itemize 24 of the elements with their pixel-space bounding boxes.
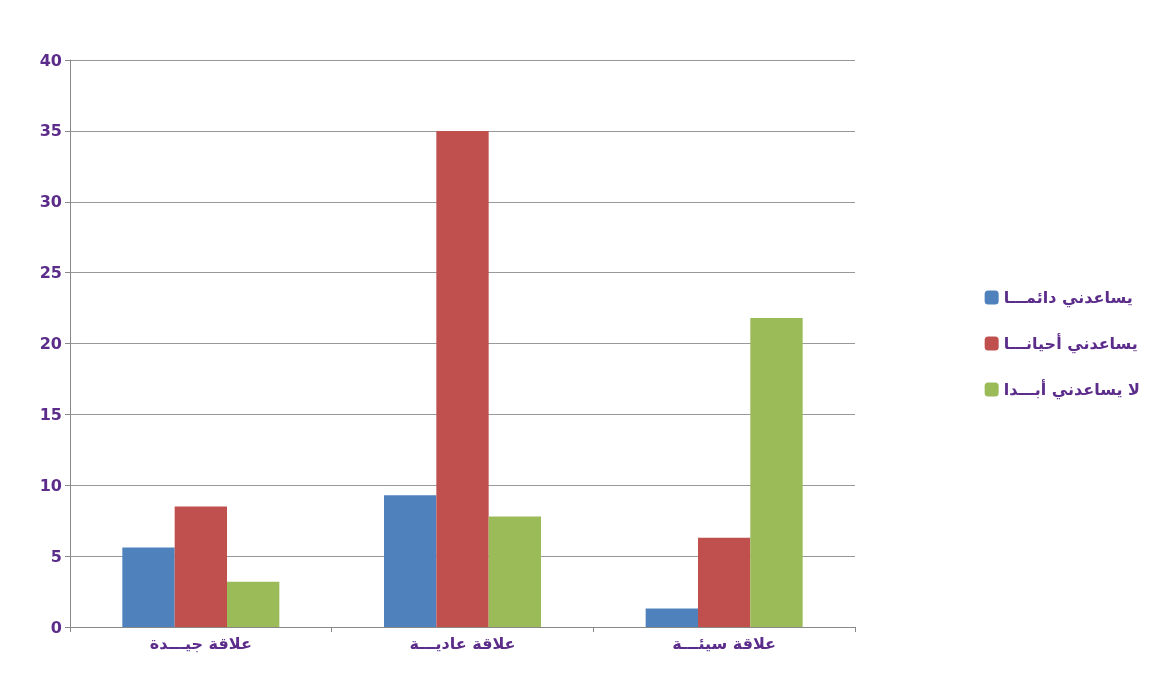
bar (488, 516, 541, 627)
bar (384, 495, 437, 627)
y-tick-label: 0 (50, 617, 62, 637)
y-tick-label: 30 (39, 192, 62, 212)
y-tick-label: 10 (39, 475, 62, 495)
bar (227, 581, 280, 627)
y-tick-label: 15 (39, 404, 62, 424)
y-tick-label: 5 (50, 546, 62, 566)
bar (750, 317, 803, 627)
y-tick-label: 20 (39, 334, 62, 353)
bar (698, 537, 751, 627)
y-tick-label: 25 (39, 263, 62, 283)
legend-label: يساعدني دائمـــا (1003, 288, 1133, 308)
bar (436, 130, 489, 627)
y-tick-label: 40 (39, 50, 62, 70)
bar (122, 547, 175, 627)
y-tick-label: 35 (39, 121, 62, 141)
bar (174, 506, 227, 627)
bar (645, 608, 698, 627)
x-tick-label: علاقة عاديـــة (409, 633, 516, 653)
legend-label: لا يساعدني أبـــدا (1003, 379, 1140, 400)
x-tick-label: علاقة سيئـــة (672, 633, 777, 653)
x-tick-label: علاقة جيـــدة (149, 633, 252, 653)
legend-label: يساعدني أحيانـــا (1003, 333, 1138, 354)
